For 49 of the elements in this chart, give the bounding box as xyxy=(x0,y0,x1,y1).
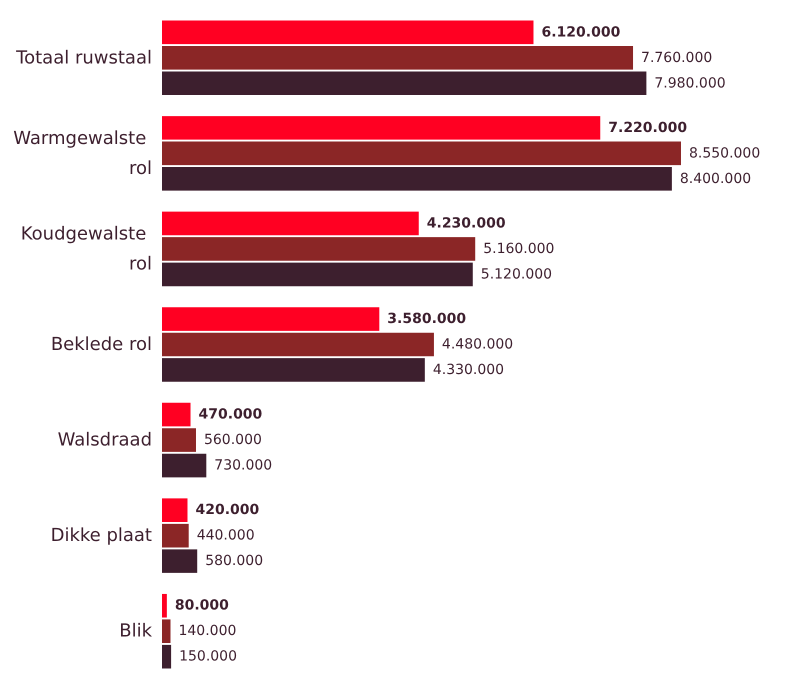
data-label: 580.000 xyxy=(205,553,264,570)
data-label: 7.980.000 xyxy=(654,75,726,92)
data-label: 7.760.000 xyxy=(641,50,712,66)
data-label: 6.120.000 xyxy=(541,24,621,40)
bar xyxy=(162,332,434,356)
y-tick-label: Totaal ruwstaal xyxy=(15,47,152,68)
data-label: 7.220.000 xyxy=(608,120,688,136)
bar xyxy=(162,644,172,668)
data-label: 440.000 xyxy=(196,528,255,544)
bar xyxy=(162,167,672,191)
data-label: 470.000 xyxy=(198,406,263,423)
bar xyxy=(162,116,600,140)
bar xyxy=(162,454,206,478)
bar xyxy=(162,237,476,261)
data-label: 150.000 xyxy=(179,648,238,665)
y-tick-label: Dikke plaat xyxy=(50,525,152,546)
bar xyxy=(162,402,191,426)
bar xyxy=(162,594,167,618)
bar xyxy=(162,498,188,522)
bar xyxy=(162,358,425,382)
bar xyxy=(162,619,170,644)
data-label: 420.000 xyxy=(195,502,260,518)
data-label: 4.230.000 xyxy=(426,215,506,232)
data-label: 8.400.000 xyxy=(680,170,752,187)
data-label: 8.550.000 xyxy=(688,145,760,162)
bar xyxy=(162,524,189,548)
data-label: 5.120.000 xyxy=(480,266,552,282)
data-label: 4.330.000 xyxy=(432,362,504,378)
bar xyxy=(162,142,681,166)
y-tick-label: Koudgewalste rol xyxy=(20,223,152,274)
data-label: 140.000 xyxy=(178,623,236,640)
y-tick-label: Walsdraad xyxy=(58,430,152,451)
bar xyxy=(162,307,380,331)
data-label: 80.000 xyxy=(174,598,230,614)
data-label: 4.480.000 xyxy=(442,336,514,352)
bar xyxy=(162,549,198,573)
bar xyxy=(162,46,634,70)
y-tick-label: Warmgewalste rol xyxy=(13,128,152,179)
data-label: 730.000 xyxy=(214,458,272,474)
bar xyxy=(162,212,419,236)
y-tick-label: Blik xyxy=(119,620,153,642)
data-label: 560.000 xyxy=(204,432,262,448)
bar xyxy=(162,262,473,286)
data-label: 3.580.000 xyxy=(387,311,466,328)
bar xyxy=(162,71,646,96)
bar xyxy=(162,20,534,44)
bar xyxy=(162,428,196,452)
data-label: 5.160.000 xyxy=(483,240,554,257)
y-tick-label: Beklede rol xyxy=(50,334,152,355)
